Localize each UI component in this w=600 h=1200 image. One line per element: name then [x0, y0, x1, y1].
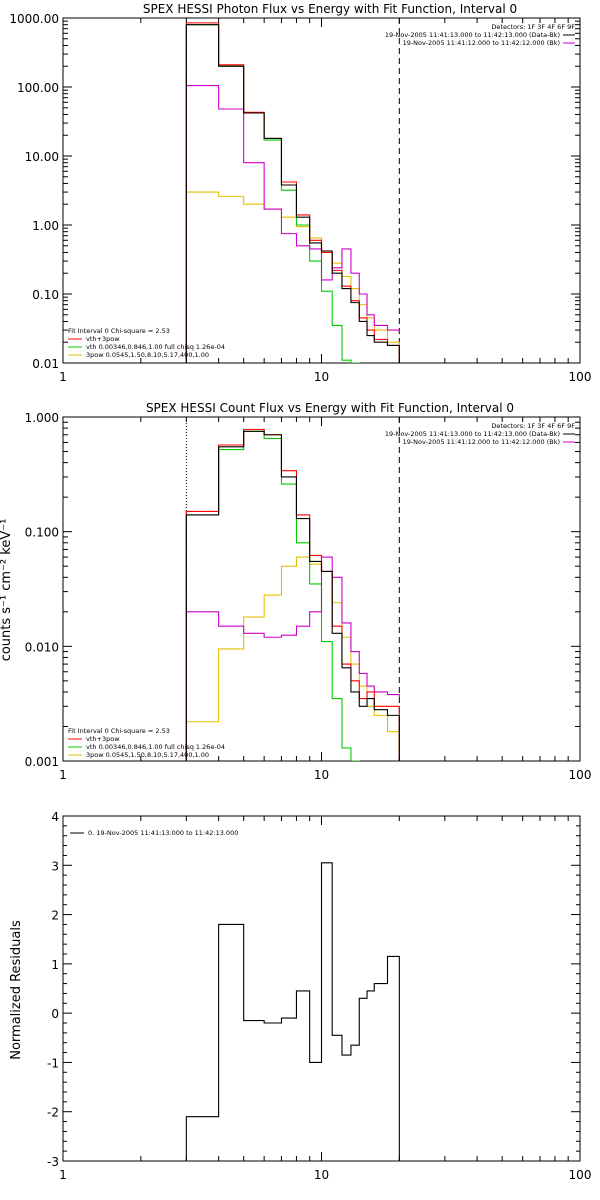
count-legend-left-0: Fit Interval 0 Chi-square = 2.53 — [68, 727, 170, 735]
x-tick-label: 1 — [59, 1168, 67, 1182]
y-tick-label: 3 — [51, 859, 59, 873]
series-0-19-nov-2005-11-41-13-000-to-11-42-13-000 — [185, 862, 400, 1161]
x-tick-label: 100 — [569, 370, 592, 384]
y-tick-label: 4 — [51, 810, 59, 824]
series-vth-3pow — [185, 22, 400, 363]
count-legend-left-2: vth 0.00346,0.846,1.00 full chisq 1.26e-… — [86, 743, 225, 751]
y-tick-label: 0.10 — [32, 288, 59, 302]
y-tick-label: 0.001 — [25, 755, 59, 769]
photon-legend-left-1: vth+3pow — [86, 335, 120, 343]
count-flux-title: SPEX HESSI Count Flux vs Energy with Fit… — [146, 401, 514, 415]
y-tick-label: -1 — [47, 1056, 59, 1070]
series-vth — [185, 24, 360, 363]
count-flux-plot: 1 10 100 0.001 0.010 0.100 1.000 — [25, 411, 592, 782]
x-tick-label: 1 — [59, 768, 67, 782]
x-tick-label: 10 — [314, 1168, 329, 1182]
count-legend-right-1: 19-Nov-2005 11:41:13.000 to 11:42:13.000… — [385, 430, 560, 438]
series-data-bk — [185, 430, 400, 761]
y-tick-label: 1000.00 — [9, 12, 59, 26]
series-data-bk — [185, 24, 400, 363]
y-tick-label: 2 — [51, 909, 59, 923]
count-legend-right-2: 19-Nov-2005 11:41:12.000 to 11:42:12.000… — [403, 438, 560, 446]
y-tick-label: 10.00 — [25, 150, 59, 164]
y-tick-label: 1 — [51, 958, 59, 972]
series-bk — [185, 84, 400, 363]
photon-legend-right-2: 19-Nov-2005 11:41:12.000 to 11:42:12.000… — [403, 39, 560, 47]
photon-flux-panel: SPEX HESSI Photon Flux vs Energy with Fi… — [9, 2, 591, 384]
y-tick-label: 100.00 — [17, 81, 59, 95]
residuals-panel: Normalized Residuals 1 10 100 -3 -2 -1 0 1 2 3 4 0… — [9, 810, 591, 1182]
count-flux-y-axis-label: counts s⁻¹ cm⁻² keV⁻¹ — [0, 519, 14, 662]
count-legend-right-0: Detectors: 1F 3F 4F 6F 9F — [491, 422, 575, 430]
photon-legend-left-3: 3pow 0.0545,1.50,8.10,5.17,400,1.00 — [86, 351, 209, 359]
y-tick-label: 1.000 — [25, 411, 59, 425]
y-tick-label: 0.010 — [25, 640, 59, 654]
count-legend-left-1: vth+3pow — [86, 735, 120, 743]
series-bk — [185, 556, 400, 761]
photon-legend-left-0: Fit Interval 0 Chi-square = 2.53 — [68, 327, 170, 335]
count-legend-left-3: 3pow 0.0545,1.50,8.10,5.17,400,1.00 — [86, 751, 209, 759]
photon-legend-right-1: 19-Nov-2005 11:41:13.000 to 11:42:13.000… — [385, 31, 560, 39]
photon-flux-title: SPEX HESSI Photon Flux vs Energy with Fi… — [143, 2, 517, 16]
photon-legend-right-0: Detectors: 1F 3F 4F 6F 9F — [491, 23, 575, 31]
y-tick-label: -3 — [47, 1155, 59, 1169]
y-tick-label: 0 — [51, 1007, 59, 1021]
residuals-plot: 1 10 100 -3 -2 -1 0 1 2 3 4 — [47, 810, 591, 1182]
photon-flux-plot-frame — [62, 17, 581, 364]
y-tick-label: 0.01 — [32, 357, 59, 371]
y-tick-label: 1.00 — [32, 219, 59, 233]
series-vth — [185, 430, 360, 761]
x-tick-label: 100 — [569, 1168, 592, 1182]
count-flux-panel: SPEX HESSI Count Flux vs Energy with Fit… — [0, 401, 592, 782]
x-tick-label: 10 — [314, 768, 329, 782]
photon-flux-plot: 1 10 100 0.01 0.10 1.00 10.00 100.00 1000.00 — [9, 12, 591, 384]
series-3pow — [185, 191, 400, 363]
residuals-legend-entry: 0. 19-Nov-2005 11:41:13.000 to 11:42:13.… — [88, 829, 238, 837]
x-tick-label: 100 — [569, 768, 592, 782]
x-tick-label: 10 — [314, 370, 329, 384]
y-tick-label: -2 — [47, 1106, 59, 1120]
y-tick-label: 0.100 — [25, 526, 59, 540]
residuals-y-axis-label: Normalized Residuals — [9, 920, 24, 1060]
x-tick-label: 1 — [59, 370, 67, 384]
photon-legend-left-2: vth 0.00346,0.846,1.00 full chisq 1.26e-… — [86, 343, 225, 351]
